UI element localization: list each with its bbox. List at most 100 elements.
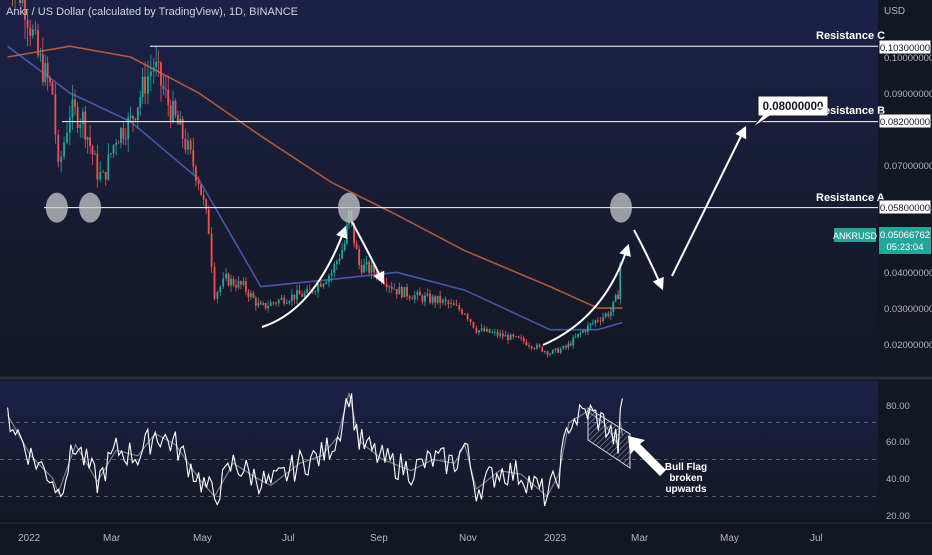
candle-body — [416, 291, 419, 296]
bull-flag-note-line-1: Bull Flag — [665, 462, 707, 473]
candle-body — [272, 302, 275, 304]
candle-body — [192, 149, 195, 167]
candle-body — [375, 272, 378, 277]
candle-body — [41, 54, 44, 83]
bull-flag-annotation: Bull Flag broken upwards — [587, 407, 707, 495]
candle-body — [26, 19, 29, 28]
candle-body — [254, 297, 257, 306]
candle-body — [293, 294, 296, 300]
candle-body — [267, 306, 269, 309]
candle-body — [319, 283, 322, 287]
currency-label: USD — [884, 6, 906, 17]
candle-body — [132, 115, 134, 119]
candle-body — [127, 117, 130, 140]
candle-body — [365, 261, 368, 265]
candle-body — [512, 334, 515, 337]
candle-body — [567, 343, 570, 348]
candle-body — [602, 316, 604, 321]
candle-body — [587, 325, 589, 332]
candle-body — [551, 349, 554, 354]
candle-body — [472, 322, 475, 328]
time-tick: Jul — [282, 533, 295, 544]
annotation-arrows — [261, 125, 747, 346]
rsi-signal-line — [7, 392, 623, 498]
candle-body — [398, 286, 401, 295]
candle-body — [147, 76, 149, 94]
candle-body — [176, 115, 179, 125]
candle-body — [419, 291, 421, 296]
candle-body — [360, 265, 363, 273]
candle-body — [129, 115, 132, 118]
candle-body — [355, 243, 358, 250]
candle-body — [475, 327, 478, 333]
touch-highlight-circle — [609, 192, 632, 223]
candle-body — [225, 273, 227, 279]
price-tick: 0.09000000 — [884, 89, 932, 100]
candle-body — [110, 153, 112, 155]
candle-body — [444, 299, 447, 302]
candle-body — [401, 286, 403, 298]
candle-body — [264, 303, 267, 309]
candle-body — [562, 345, 565, 349]
candle-body — [232, 278, 235, 286]
price-tick: 0.03000000 — [884, 304, 932, 315]
candle-body — [525, 341, 528, 346]
candle-body — [152, 66, 155, 72]
candle-body — [536, 344, 538, 349]
candle-body — [594, 320, 597, 323]
candle-body — [546, 351, 549, 355]
candle-body — [421, 295, 424, 302]
candle-body — [607, 313, 610, 317]
candle-body — [252, 293, 255, 298]
time-tick: Sep — [370, 533, 388, 544]
symbol-label: ANKRUSD — [833, 231, 878, 241]
candle-body — [533, 348, 536, 349]
chart-title: Ankr / US Dollar (calculated by TradingV… — [6, 6, 299, 18]
candle-body — [322, 283, 325, 287]
projected-rally-arrow — [671, 125, 747, 277]
candle-body — [104, 171, 107, 180]
candle-body — [49, 77, 51, 83]
candle-body — [122, 127, 125, 139]
level-a-value: 0.05800000 — [880, 203, 930, 214]
candle-body — [353, 223, 355, 244]
touch-highlight-circle — [79, 192, 102, 223]
candle-body — [431, 296, 434, 303]
candle-body — [280, 297, 283, 300]
level-badge-b: 0.08200000 — [878, 113, 932, 129]
price-scale-background[interactable] — [878, 0, 932, 550]
candle-body — [257, 302, 260, 306]
candle-body — [51, 82, 54, 95]
candle-body — [184, 138, 187, 150]
candle-body — [19, 0, 21, 4]
candle-body — [94, 153, 96, 155]
projected-pullback-arrow — [633, 229, 664, 291]
candle-body — [478, 330, 480, 333]
candle-body — [612, 301, 615, 312]
price-scale-ticks: 0.10000000 0.09000000 0.07000000 0.04000… — [884, 53, 932, 351]
candle-body — [86, 137, 89, 140]
candle-body — [509, 334, 512, 341]
candle-body — [373, 264, 375, 273]
candle-body — [57, 134, 60, 162]
candle-body — [283, 297, 286, 304]
candle-body — [84, 111, 87, 140]
candle-body — [368, 261, 370, 273]
candle-body — [403, 287, 406, 298]
candle-body — [162, 85, 165, 89]
price-tick: 0.07000000 — [884, 161, 932, 172]
time-axis[interactable]: 2022 Mar May Jul Sep Nov 2023 Mar May Ju… — [18, 533, 823, 544]
candle-body — [63, 142, 65, 157]
candle-body — [599, 320, 602, 322]
candle-body — [363, 264, 366, 273]
candle-body — [572, 337, 575, 346]
candle-body — [520, 337, 523, 339]
candle-body — [515, 336, 517, 338]
candle-body — [195, 166, 197, 181]
candle-body — [483, 328, 486, 332]
candle-body — [480, 328, 483, 331]
candle-body — [557, 348, 559, 353]
candle-body — [486, 328, 488, 332]
